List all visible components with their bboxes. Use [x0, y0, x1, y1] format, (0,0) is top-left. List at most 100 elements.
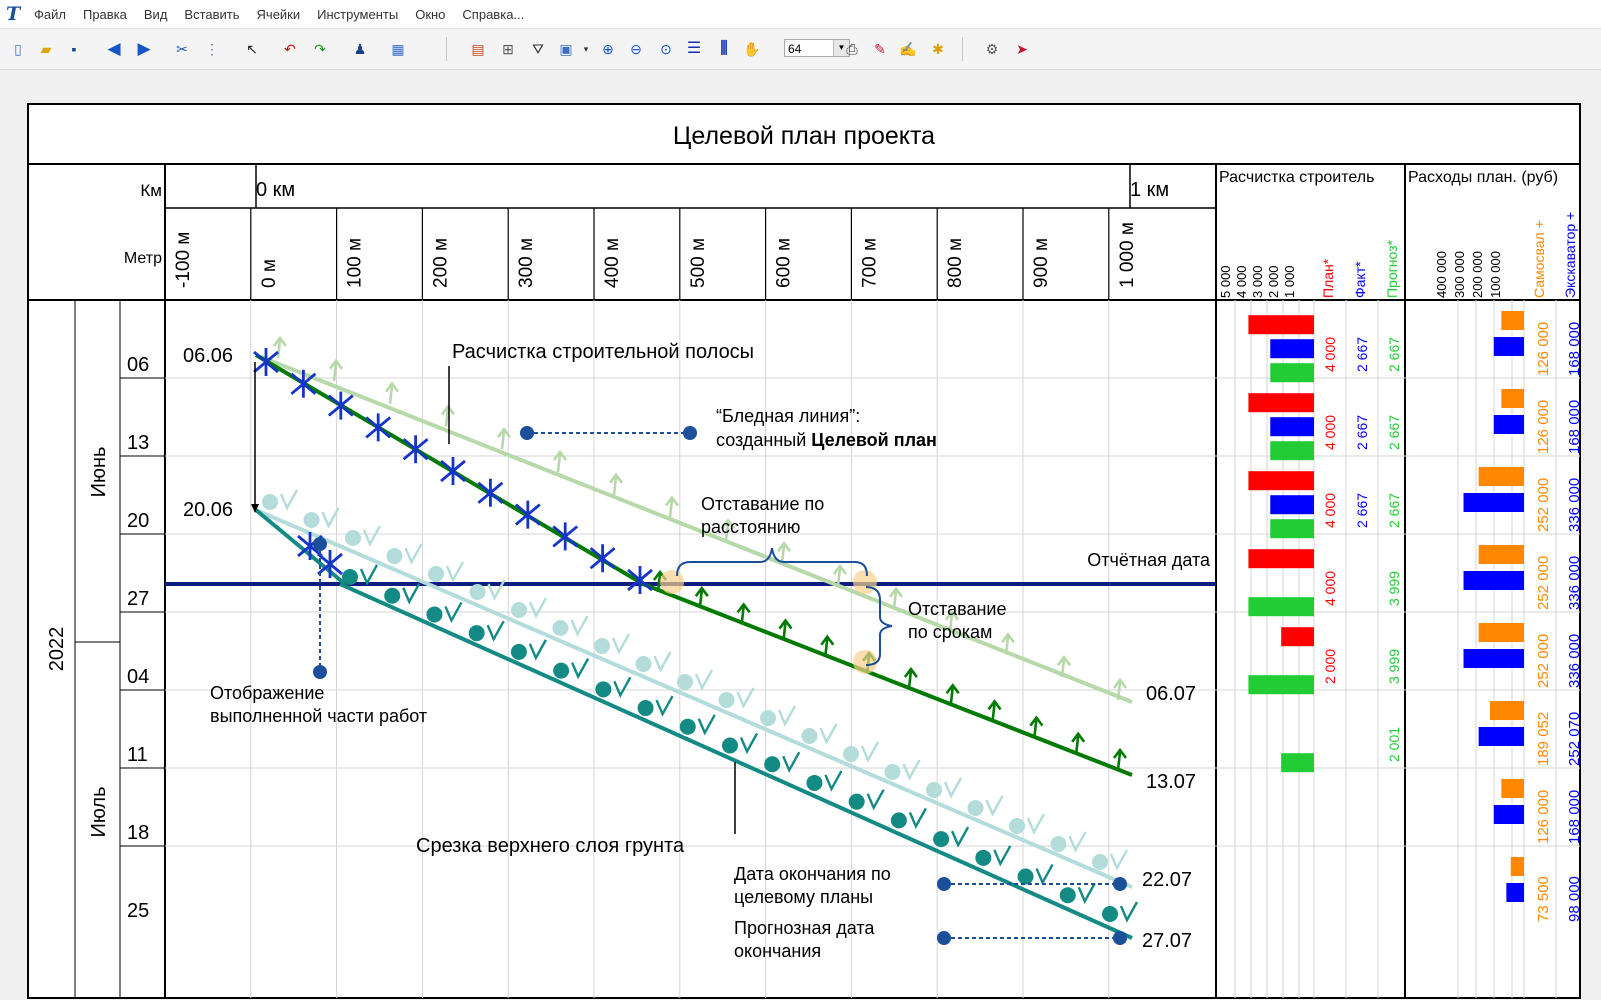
cost-excavator-bar	[1493, 415, 1524, 434]
tools-icon[interactable]: ✂	[176, 41, 188, 57]
user-icon[interactable]: ♟	[353, 41, 367, 57]
forecast-end-line2: окончания	[734, 941, 821, 961]
cost-dump-value-label: 252 000	[1535, 556, 1552, 610]
meter-tick-label: 100 м	[345, 238, 366, 288]
clearing-plan-bar	[1248, 549, 1314, 569]
clearing-value-label: 2 667	[1354, 337, 1370, 372]
time-lag-line2: по срокам	[908, 622, 992, 642]
pale-line-callout-line2: созданный Целевой план	[716, 430, 937, 450]
menu-file[interactable]: Файл	[34, 6, 66, 22]
panel1-col-fact: Факт*	[1352, 261, 1368, 298]
cost-dump-bar	[1501, 389, 1524, 408]
pale-line-callout-line1: “Бледная линия”:	[716, 406, 860, 426]
forecast-end-line1: Прогнозная дата	[734, 918, 875, 938]
clearing-plan-bar	[1248, 471, 1314, 491]
zoom-out-icon[interactable]: ⊖	[630, 41, 642, 57]
undo-icon[interactable]: ↶	[284, 41, 296, 57]
meter-tick-label: 0 м	[259, 259, 280, 288]
layout-icon[interactable]: ▣	[559, 41, 573, 57]
vertical-lines-icon[interactable]: ⫼	[720, 40, 728, 57]
wand-icon[interactable]: ✱	[932, 41, 944, 57]
topsoil-activity-label: Срезка верхнего слоя грунта	[416, 835, 685, 857]
clearing-end-date: 13.07	[1146, 771, 1196, 793]
panel2-scale-label: 200 000	[1470, 251, 1485, 298]
callout-marker	[313, 665, 327, 679]
cost-excavator-value-label: 168 000	[1566, 322, 1583, 376]
calculator-icon[interactable]: ▦	[391, 41, 405, 57]
zoom-value: 64	[788, 42, 802, 56]
back-icon[interactable]: ◀	[107, 39, 121, 58]
completed-part-line2: выполненной части работ	[210, 706, 427, 726]
month-label: Июнь	[88, 447, 110, 498]
settings-icon[interactable]: ⚙	[985, 41, 999, 57]
grid-dots-icon[interactable]: ⋮	[205, 41, 219, 57]
cost-excavator-value-label: 336 000	[1566, 478, 1583, 532]
panel1-scale-label: 2 000	[1266, 265, 1281, 298]
menu-window[interactable]: Окно	[415, 6, 446, 22]
callout-marker	[1113, 931, 1127, 945]
new-document-icon[interactable]: ▯	[14, 41, 22, 57]
chart-canvas: Целевой план проекта Км Метр 0 км 1 км 2…	[27, 103, 1583, 999]
menu-view[interactable]: Вид	[143, 6, 168, 22]
cost-dump-bar	[1478, 623, 1524, 642]
menu-edit[interactable]: Правка	[82, 6, 127, 22]
meter-tick-label: 200 м	[430, 238, 451, 288]
meter-tick-label: 900 м	[1031, 238, 1052, 288]
zoom-select[interactable]: 64 ▼	[784, 39, 850, 57]
panel1-scale-label: 3 000	[1250, 265, 1265, 298]
cost-excavator-value-label: 168 000	[1566, 400, 1583, 454]
chart-icon[interactable]: ▤	[471, 41, 485, 57]
panel1-title: Расчистка строитель	[1219, 169, 1374, 186]
clearing-value-label: 3 999	[1386, 649, 1402, 684]
callout-marker	[937, 877, 951, 891]
print-icon[interactable]: ⎙	[846, 41, 858, 57]
meter-tick-label: 600 м	[774, 238, 795, 288]
clearing-forecast-bar	[1270, 441, 1314, 461]
callout-marker	[520, 426, 534, 440]
panel2-scale-label: 400 000	[1434, 251, 1449, 298]
week-label: 27	[127, 588, 149, 610]
topsoil-target-line	[255, 508, 1133, 889]
menu-insert[interactable]: Вставить	[184, 6, 240, 22]
km-tick-label: 0 км	[256, 179, 295, 201]
report-date-label: Отчётная дата	[1087, 550, 1211, 570]
clearing-value-label: 2 001	[1386, 727, 1402, 762]
week-label: 20	[127, 510, 149, 532]
export-icon[interactable]: ➤	[1016, 41, 1028, 57]
distance-lag-line1: Отставание по	[701, 494, 824, 514]
completed-part-callout: Отображение выполненной части работ	[210, 537, 427, 726]
clearing-plan-bar	[1281, 627, 1314, 647]
zoom-dropdown-icon[interactable]: ▼	[833, 40, 849, 56]
edit-note-icon[interactable]: ✍	[899, 41, 917, 57]
filter-icon[interactable]: ⛛	[532, 41, 544, 57]
clearing-fact-bar	[1270, 417, 1314, 437]
menu-help[interactable]: Справка...	[462, 6, 525, 22]
save-icon[interactable]: ▪	[71, 41, 77, 57]
redo-icon[interactable]: ↷	[314, 41, 326, 57]
menu-cells[interactable]: Ячейки	[256, 6, 301, 22]
open-folder-icon[interactable]: ▰	[40, 41, 52, 57]
pan-hand-icon[interactable]: ✋	[743, 41, 761, 57]
distance-lag-callout: Отставание по расстоянию	[660, 494, 877, 594]
pointer-help-icon[interactable]: ↖	[246, 41, 258, 57]
cost-dump-bar	[1478, 467, 1524, 486]
clearing-value-label: 4 000	[1322, 571, 1338, 606]
layout-dropdown-icon[interactable]: ▾	[583, 44, 589, 54]
clearing-value-label: 4 000	[1322, 337, 1338, 372]
clearing-fact-bar	[1270, 495, 1314, 515]
forward-icon[interactable]: ▶	[137, 39, 151, 58]
zoom-in-icon[interactable]: ⊕	[602, 41, 614, 57]
menu-tools[interactable]: Инструменты	[317, 6, 399, 22]
zoom-fit-icon[interactable]: ⊙	[660, 41, 672, 57]
cost-excavator-bar	[1493, 337, 1524, 356]
meter-tick-label: 700 м	[859, 238, 880, 288]
cost-dump-value-label: 126 000	[1535, 790, 1552, 844]
topsoil-end-date: 27.07	[1142, 930, 1192, 952]
year-label: 2022	[46, 627, 68, 672]
horizontal-lines-icon[interactable]: ☰	[686, 40, 702, 57]
clearing-fact-bar	[1270, 339, 1314, 359]
target-end-line1: Дата окончания по	[734, 864, 891, 884]
cost-dump-bar	[1478, 545, 1524, 564]
edit-chart-icon[interactable]: ✎	[874, 41, 886, 57]
table-icon[interactable]: ⊞	[502, 41, 514, 57]
